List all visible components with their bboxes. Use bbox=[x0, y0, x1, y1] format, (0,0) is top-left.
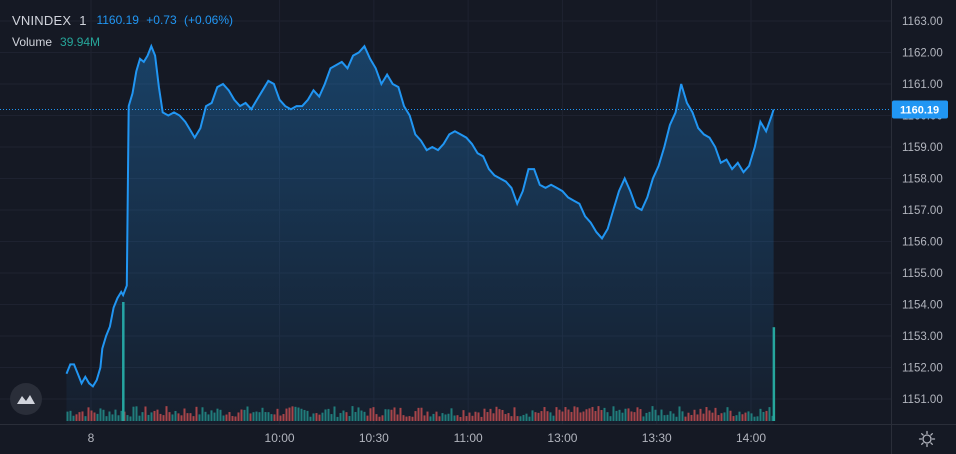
price-change: +0.73 bbox=[146, 13, 177, 27]
y-tick-label: 1156.00 bbox=[902, 237, 943, 249]
price-line bbox=[65, 43, 775, 388]
chart-legend: VNINDEX 1 1160.19 +0.73 (+0.06%) Volume … bbox=[12, 12, 237, 56]
gear-icon[interactable] bbox=[918, 430, 936, 448]
y-tick-label: 1151.00 bbox=[902, 394, 943, 406]
y-tick-label: 1154.00 bbox=[902, 300, 943, 312]
price-info: 1160.19 +0.73 (+0.06%) bbox=[96, 14, 237, 26]
last-price-badge: 1160.19 bbox=[892, 100, 948, 119]
y-tick-label: 1163.00 bbox=[902, 16, 943, 28]
volume-spike-bar bbox=[772, 327, 776, 421]
y-tick-label: 1161.00 bbox=[902, 79, 943, 91]
price-area bbox=[66, 46, 774, 424]
tradingview-logo-icon[interactable] bbox=[10, 383, 42, 415]
x-tick-label: 13:00 bbox=[547, 431, 577, 445]
svg-text:1160.19: 1160.19 bbox=[900, 105, 939, 117]
y-tick-label: 1158.00 bbox=[902, 174, 943, 186]
symbol-name[interactable]: VNINDEX bbox=[12, 12, 72, 28]
y-tick-label: 1155.00 bbox=[902, 268, 943, 280]
volume-label[interactable]: Volume bbox=[12, 35, 53, 49]
symbol-row: VNINDEX 1 1160.19 +0.73 (+0.06%) bbox=[12, 12, 237, 28]
interval-label[interactable]: 1 bbox=[79, 12, 87, 28]
y-tick-label: 1162.00 bbox=[902, 48, 943, 60]
x-tick-label: 10:30 bbox=[359, 431, 389, 445]
volume-row: Volume 39.94M bbox=[12, 34, 237, 50]
x-tick-label: 10:00 bbox=[265, 431, 295, 445]
price-axis[interactable]: 1163.001162.001161.001160.001159.001158.… bbox=[891, 0, 943, 454]
y-tick-label: 1153.00 bbox=[902, 331, 943, 343]
x-tick-label: 8 bbox=[88, 431, 95, 445]
y-tick-label: 1159.00 bbox=[902, 142, 943, 154]
price-change-percent: (+0.06%) bbox=[184, 13, 234, 27]
x-tick-label: 13:30 bbox=[642, 431, 672, 445]
x-tick-label: 11:00 bbox=[454, 431, 483, 445]
y-tick-label: 1152.00 bbox=[902, 363, 943, 375]
time-axis[interactable]: 8 10:00 10:30 11:00 13:00 13:30 14:00 bbox=[0, 424, 956, 446]
last-price: 1160.19 bbox=[96, 13, 139, 27]
volume-value: 39.94M bbox=[60, 35, 101, 49]
x-tick-label: 14:00 bbox=[736, 431, 766, 445]
y-tick-label: 1157.00 bbox=[902, 205, 943, 217]
